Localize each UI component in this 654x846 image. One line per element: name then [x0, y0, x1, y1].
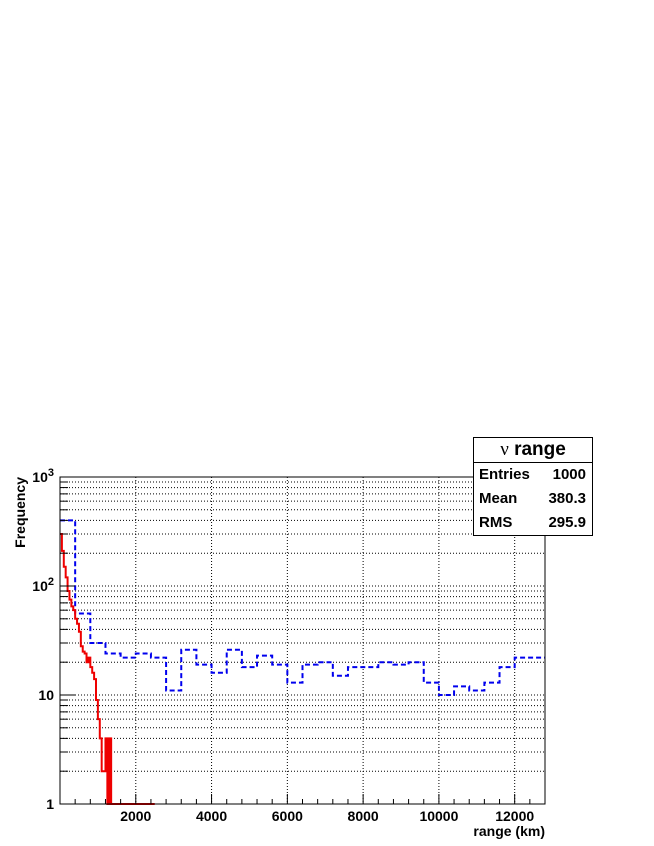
stats-value: 295.9: [548, 514, 586, 531]
y-tick-exponent: 2: [48, 576, 54, 588]
y-tick-exponent: 3: [48, 467, 54, 479]
tick-labels: 2000 4000 6000 8000 10000 12000 1 10 102 103: [32, 467, 534, 824]
stats-value: 1000: [552, 466, 586, 483]
solid-series-line: [60, 532, 123, 805]
x-tick-label: 8000: [348, 808, 379, 824]
stats-row-mean: Mean 380.3: [474, 487, 592, 511]
stats-row-rms: RMS 295.9: [474, 511, 592, 535]
stats-label: RMS: [479, 514, 513, 531]
x-tick-label: 2000: [120, 808, 151, 824]
x-tick-label: 12000: [495, 808, 534, 824]
y-axis-title: Frequency: [12, 477, 28, 548]
y-tick-label: 1: [46, 796, 54, 812]
y-tick-label: 103: [32, 467, 54, 485]
stats-title: ν range: [474, 438, 592, 463]
stats-title-text: range: [514, 439, 566, 460]
y-tick-label: 10: [38, 687, 54, 703]
stats-box: ν range Entries 1000 Mean 380.3 RMS 295.…: [473, 437, 593, 536]
y-tick-label: 102: [32, 576, 54, 594]
x-tick-label: 4000: [196, 808, 227, 824]
dashed-series-line: [60, 519, 545, 696]
x-tick-label: 10000: [419, 808, 458, 824]
stats-title-symbol: ν: [500, 439, 509, 460]
stats-label: Mean: [479, 490, 518, 507]
axis-ticks: [60, 476, 531, 805]
stats-label: Entries: [479, 466, 530, 483]
stats-value: 380.3: [548, 490, 586, 507]
x-tick-label: 6000: [272, 808, 303, 824]
x-axis-title: range (km): [473, 823, 545, 839]
stats-row-entries: Entries 1000: [474, 463, 592, 487]
